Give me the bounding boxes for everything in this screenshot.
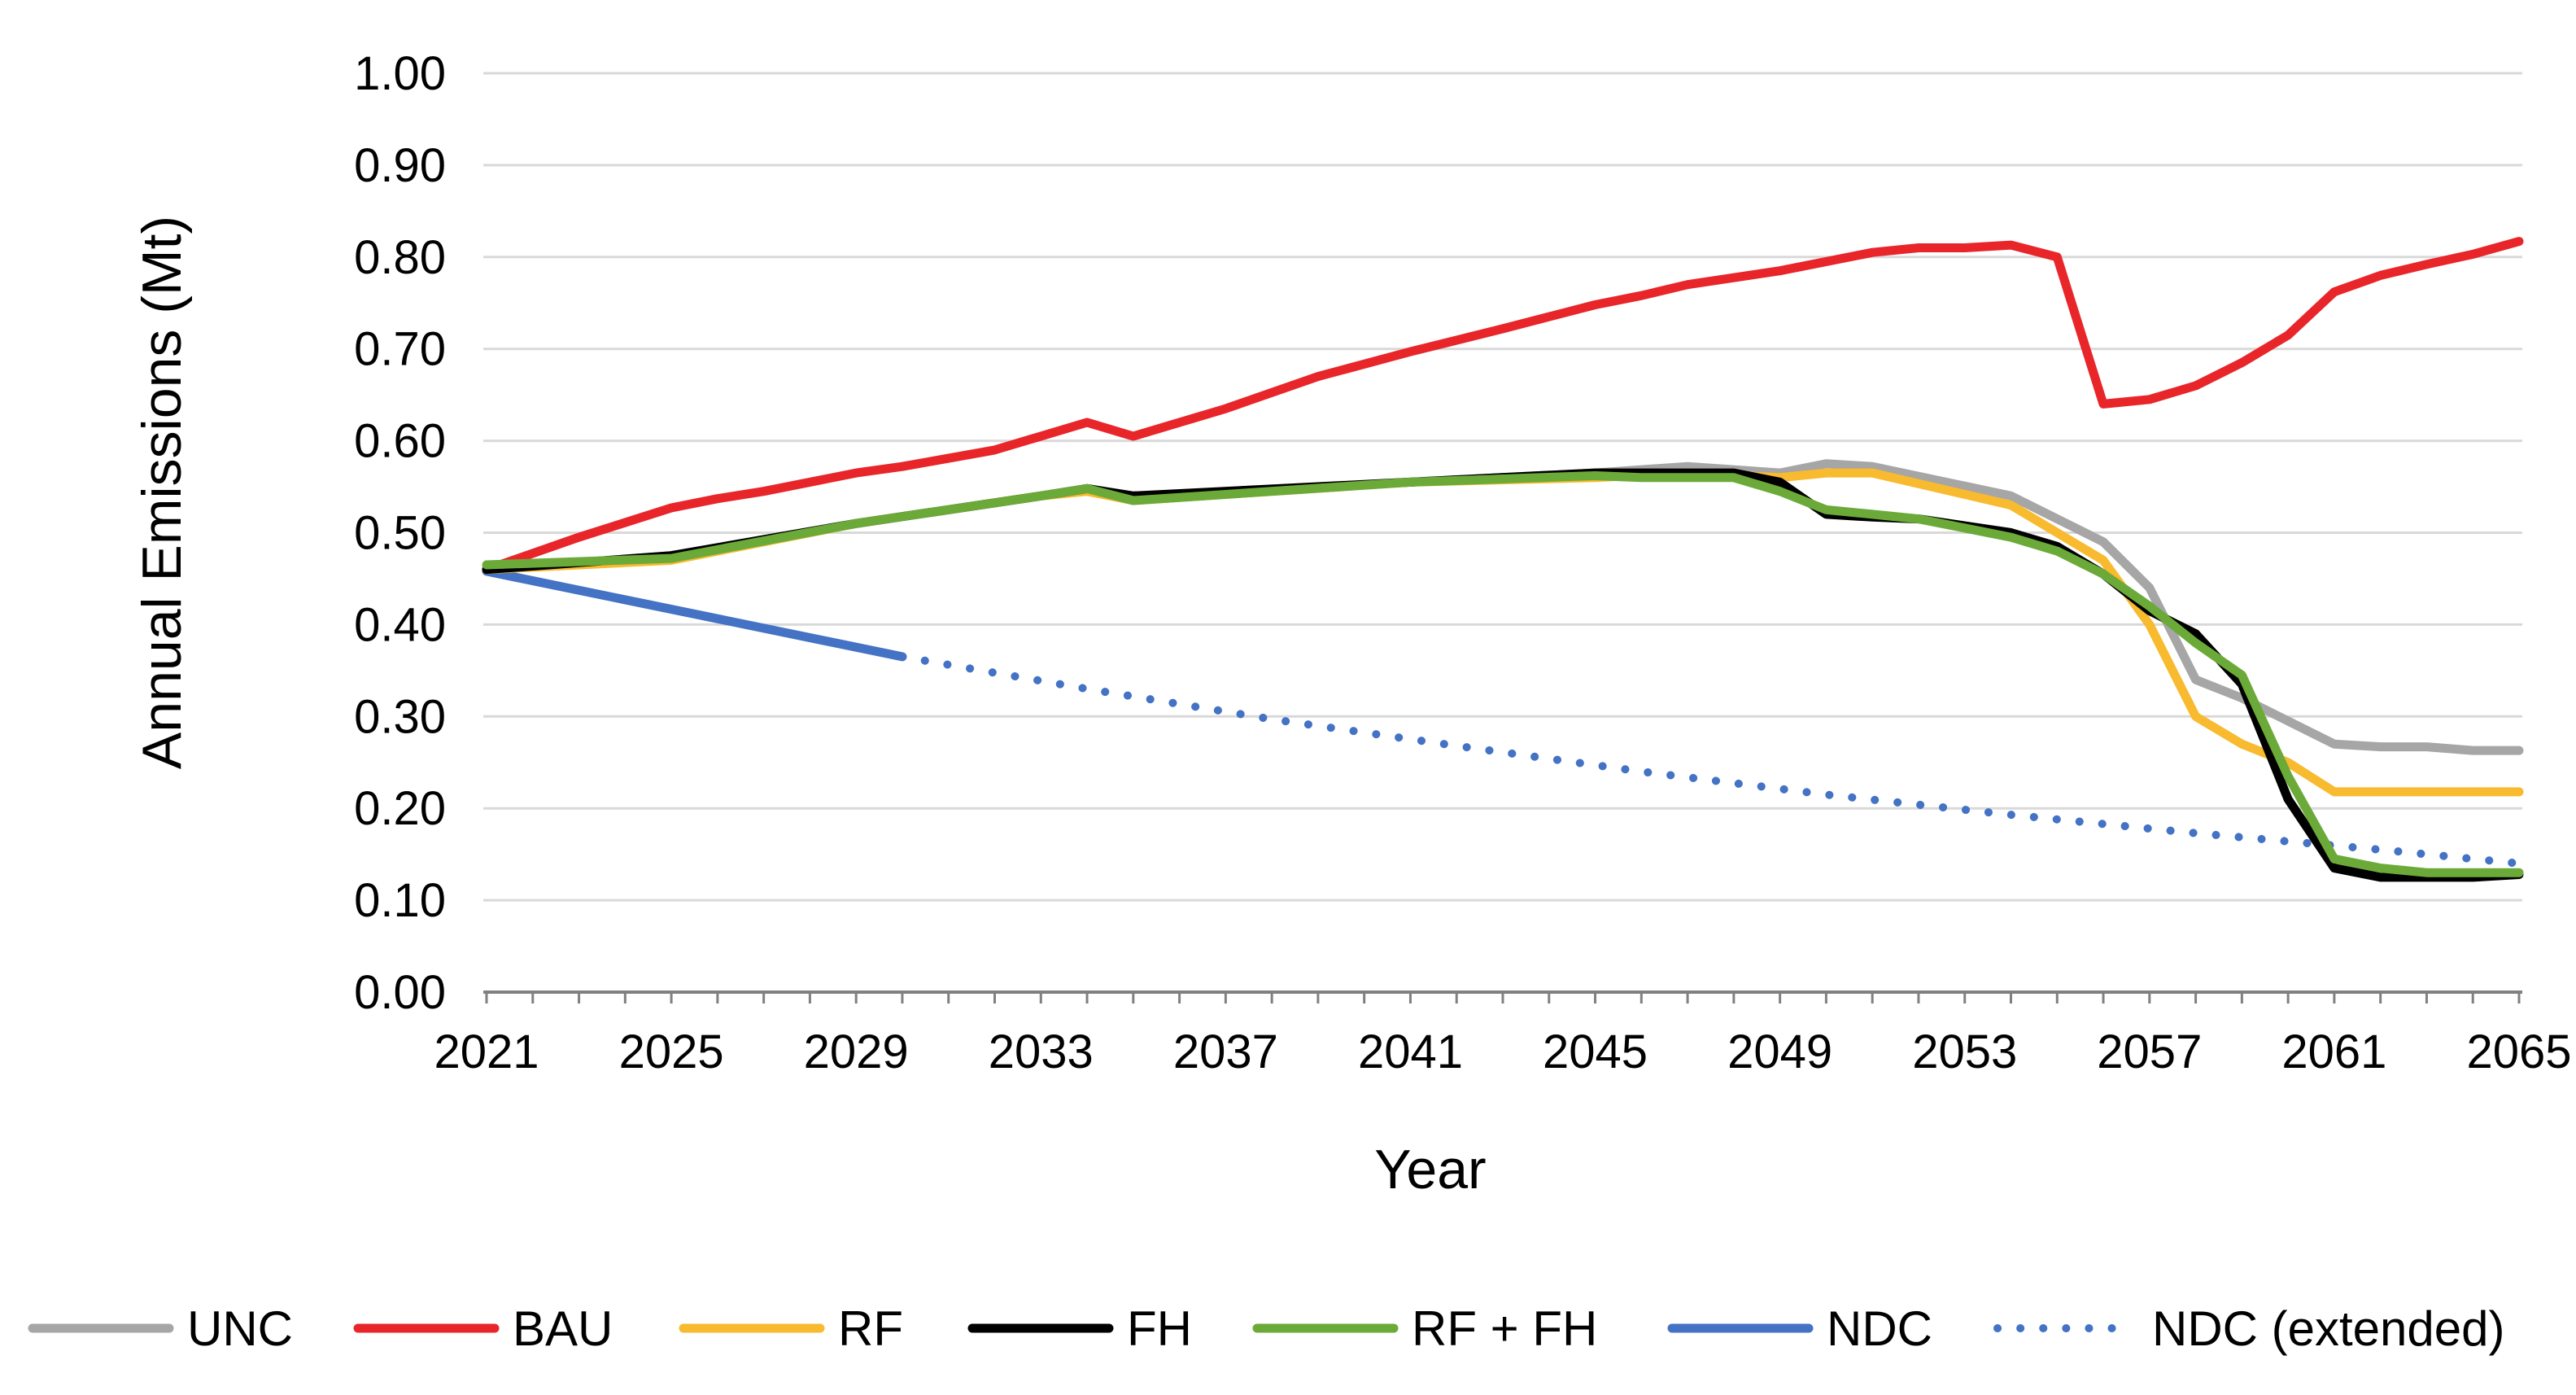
y-tick-label: 0.10 <box>354 874 446 927</box>
legend-label: RF <box>838 1301 903 1356</box>
x-tick-label: 2025 <box>619 1025 724 1078</box>
series-line-ndc-extended <box>898 652 2523 868</box>
series-line-unc <box>482 459 2524 755</box>
x-tick-label: 2053 <box>1912 1025 2017 1078</box>
legend-label: FH <box>1127 1301 1192 1356</box>
x-tick-label: 2021 <box>434 1025 539 1078</box>
legend-label: BAU <box>513 1301 613 1356</box>
y-tick-label: 0.30 <box>354 690 446 743</box>
legend-label: NDC <box>1827 1301 1932 1356</box>
x-axis-title: Year <box>1374 1139 1486 1200</box>
x-tick-label: 2057 <box>2097 1025 2202 1078</box>
y-axis-title: Annual Emissions (Mt) <box>131 216 193 769</box>
series-line-bau <box>482 237 2524 575</box>
gridlines <box>483 72 2522 902</box>
y-tick-label: 0.70 <box>354 323 446 376</box>
legend: UNC BAU RF FH RF + FH NDC NDC (extended) <box>28 1301 2505 1356</box>
series-line-rf-fh <box>482 471 2524 877</box>
legend-label: RF + FH <box>1412 1301 1597 1356</box>
y-tick-label: 0.20 <box>354 782 446 835</box>
x-tick-label: 2065 <box>2466 1025 2571 1078</box>
y-tick-label: 1.00 <box>354 47 446 100</box>
series-line-ndc <box>482 566 907 662</box>
x-tick-label: 2049 <box>1727 1025 1832 1078</box>
x-tick-label: 2029 <box>804 1025 909 1078</box>
y-tick-label: 0.80 <box>354 231 446 284</box>
x-axis-tick-labels: 2021 2025 2029 2033 2037 2041 2045 2049 2053 2057… <box>434 992 2572 1078</box>
x-tick-label: 2045 <box>1543 1025 1648 1078</box>
x-tick-label: 2061 <box>2281 1025 2386 1078</box>
x-tick-label: 2037 <box>1173 1025 1278 1078</box>
x-tick-label: 2033 <box>989 1025 1094 1078</box>
legend-label: NDC (extended) <box>2152 1301 2505 1356</box>
y-axis-tick-labels: 0.00 0.10 0.20 0.30 0.40 0.50 0.60 0.70 0.80 0.90… <box>354 47 446 1019</box>
x-tick-label: 2041 <box>1358 1025 1463 1078</box>
y-tick-label: 0.00 <box>354 966 446 1019</box>
series-lines <box>482 237 2524 882</box>
y-tick-label: 0.90 <box>354 139 446 192</box>
y-tick-label: 0.60 <box>354 415 446 468</box>
y-tick-label: 0.40 <box>354 598 446 651</box>
y-tick-label: 0.50 <box>354 507 446 560</box>
legend-label: UNC <box>187 1301 293 1356</box>
